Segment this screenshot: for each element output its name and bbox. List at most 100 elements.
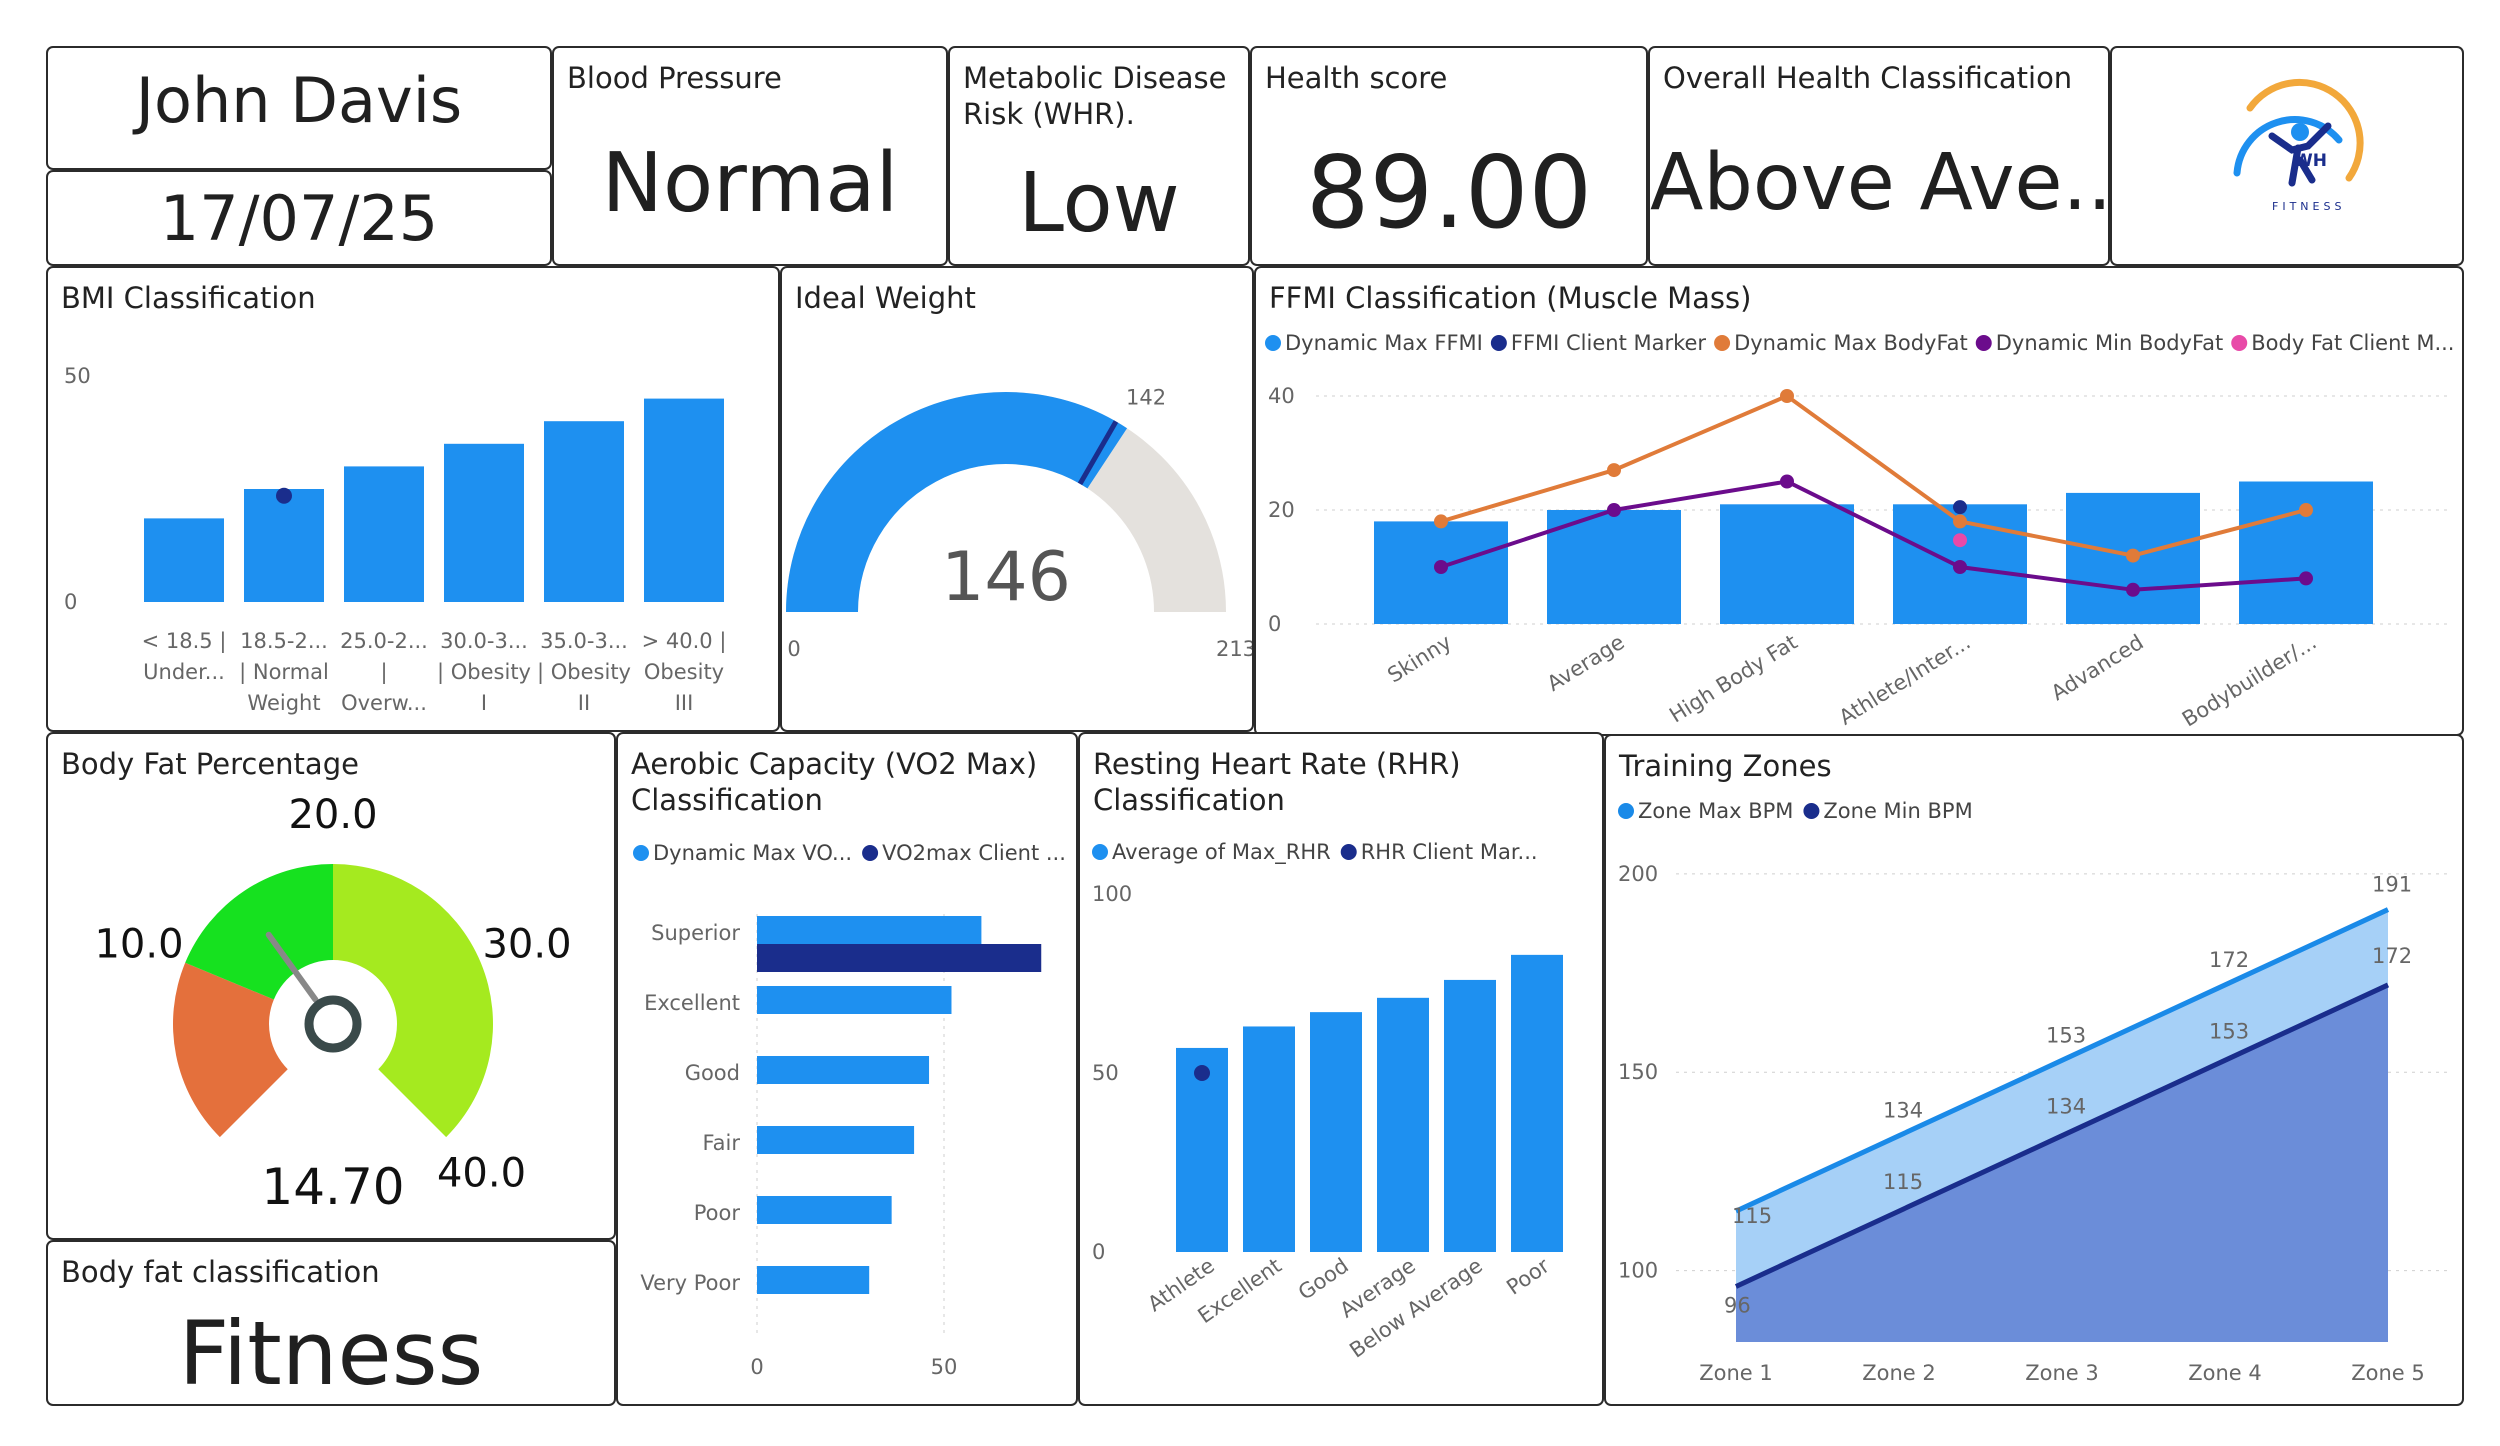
ffmi-ytick-40: 40 — [1268, 384, 1295, 408]
blood-pressure-value: Normal — [601, 136, 899, 231]
ffmi-line-dynamic-min-bodyfat — [1440, 479, 2307, 592]
legend-marker-average-of-max-rhr — [1092, 844, 1108, 860]
legend-label-ffmi-client-marker: FFMI Client Marker — [1511, 331, 1707, 355]
legend-marker-dynamic-max-bodyfat — [1714, 335, 1731, 351]
zones-ytick-200: 200 — [1618, 862, 1658, 886]
ffmi-xlabel-advanced: Advanced — [2047, 630, 2148, 705]
ffmi-point-dynamic-max-bodyfat-5 — [2299, 503, 2313, 517]
body-fat-gauge: 10.0 20.0 30.0 40.0 14.70 — [94, 792, 571, 1216]
body-fat-card: Body Fat Percentage 10.0 20.0 30.0 40.0 14.7… — [46, 732, 616, 1240]
zones-max-label-2: 153 — [2046, 1023, 2086, 1047]
legend-marker-zone-max-bpm — [1618, 803, 1634, 819]
ffmi-bar-average — [1547, 510, 1681, 624]
bmi-xlabel-0: < 18.5 | — [142, 629, 227, 654]
ffmi-bodyfat-client-marker — [1953, 533, 1967, 548]
legend-label-average-of-max-rhr: Average of Max_RHR — [1112, 840, 1331, 865]
bmi-client-marker — [276, 487, 292, 504]
bmi-xlabel-2: | — [380, 660, 387, 685]
zones-xlabel-zone-5: Zone 5 — [2351, 1361, 2425, 1385]
ffmi-title: FFMI Classification (Muscle Mass) — [1269, 281, 1752, 315]
body-fat-class-card: Body fat classification Fitness — [46, 1240, 616, 1406]
zones-min-label-2: 134 — [2046, 1095, 2086, 1119]
vo2-title-line2: Classification — [631, 783, 823, 818]
training-zones-card: Training Zones Zone Max BPM Zone Min BPM 1… — [1604, 734, 2464, 1406]
logo-head — [2291, 123, 2309, 141]
health-score-value: 89.00 — [1305, 134, 1593, 251]
ffmi-point-dynamic-max-bodyfat-3 — [1953, 514, 1967, 529]
body-fat-band-1 — [185, 864, 333, 1000]
body-fat-class-value: Fitness — [178, 1302, 484, 1405]
body-fat-scale-30-0: 30.0 — [482, 922, 571, 968]
vo2-xtick-50: 50 — [931, 1355, 958, 1379]
ideal-weight-title: Ideal Weight — [795, 281, 976, 315]
rhr-title-line2: Classification — [1093, 783, 1285, 818]
ffmi-chart: Dynamic Max FFMI FFMI Client Marker Dynami… — [1265, 331, 2454, 731]
ideal-gauge-target — [1077, 420, 1119, 486]
health-score-title: Health score — [1265, 61, 1448, 95]
legend-marker-dynamic-max-vo — [633, 845, 649, 861]
vo2-ylabel-poor: Poor — [694, 1201, 741, 1225]
zones-max-label-3: 172 — [2209, 948, 2249, 972]
legend-marker-dynamic-max-ffmi — [1265, 335, 1281, 351]
bmi-xlabel-1: | Normal — [239, 660, 329, 685]
vo2-ylabel-excellent: Excellent — [644, 991, 740, 1015]
legend-marker-dynamic-min-bodyfat — [1975, 335, 1992, 351]
metabolic-risk-card: Metabolic Disease Risk (WHR). Low — [948, 46, 1250, 266]
ffmi-xlabel-athlete-inter: Athlete/Inter... — [1835, 630, 1975, 730]
vo2-ylabel-fair: Fair — [703, 1131, 741, 1155]
zones-max-label-4: 191 — [2372, 873, 2412, 897]
legend-label-zone-max-bpm: Zone Max BPM — [1638, 799, 1793, 823]
legend-marker-vo2max-client — [862, 845, 879, 861]
ffmi-point-dynamic-max-bodyfat-2 — [1780, 389, 1794, 403]
blood-pressure-title: Blood Pressure — [567, 61, 782, 95]
vo2-ylabel-very-poor: Very Poor — [640, 1271, 740, 1295]
vo2-xtick-0: 0 — [750, 1355, 763, 1379]
metabolic-risk-title: Metabolic Disease Risk (WHR). — [963, 61, 1227, 132]
rhr-xlabel-poor: Poor — [1502, 1253, 1554, 1299]
ideal-weight-card: Ideal Weight 142 146 0 213 — [780, 266, 1254, 732]
vo2-bar-superior — [757, 916, 982, 944]
ffmi-point-dynamic-min-bodyfat-5 — [2299, 571, 2313, 586]
training-zones-chart: Zone Max BPM Zone Min BPM 100 150 200 115 134 1… — [1618, 799, 2452, 1385]
ffmi-point-dynamic-min-bodyfat-4 — [2126, 582, 2140, 597]
vo2-client-bar — [757, 944, 1042, 972]
rhr-title: Resting Heart Rate (RHR) Classification — [1093, 746, 1461, 819]
bmi-xlabel-3: | Obesity — [437, 660, 531, 685]
vo2-bar-excellent — [757, 986, 952, 1014]
legend-marker-zone-min-bpm — [1803, 803, 1820, 819]
rhr-chart: Average of Max_RHR RHR Client Mar... 0 50 10… — [1092, 840, 1563, 1363]
zones-min-line — [1734, 982, 2390, 1289]
client-name-card: John Davis — [46, 46, 552, 170]
zones-min-label-1: 115 — [1883, 1170, 1923, 1194]
legend-label-dynamic-max-bodyfat: Dynamic Max BodyFat — [1734, 331, 1968, 355]
vo2-bar-good — [757, 1056, 930, 1084]
body-fat-value: 14.70 — [261, 1158, 404, 1216]
zones-max-label-0: 115 — [1732, 1204, 1772, 1228]
bmi-bar-0 — [144, 518, 224, 602]
date-card: 17/07/25 — [46, 170, 552, 266]
ideal-target-label: 142 — [1126, 386, 1166, 410]
training-zones-title: Training Zones — [1619, 749, 1832, 783]
overall-health-card: Overall Health Classification Above Ave.… — [1648, 46, 2110, 266]
logo-text: WH — [2294, 151, 2327, 171]
rhr-card: Resting Heart Rate (RHR) Classification … — [1078, 732, 1604, 1406]
legend-label-dynamic-min-bodyfat: Dynamic Min BodyFat — [1996, 331, 2224, 355]
ffmi-ytick-20: 20 — [1268, 498, 1295, 522]
vo2-bar-poor — [757, 1196, 892, 1224]
rhr-ytick-0: 0 — [1092, 1240, 1105, 1264]
ffmi-bar-high-body-fat — [1720, 504, 1854, 624]
bmi-xlabel-5: Obesity — [644, 660, 724, 684]
bmi-bar-4 — [544, 421, 624, 602]
ideal-max-label: 213 — [1216, 637, 1254, 661]
bmi-title: BMI Classification — [61, 281, 316, 315]
blood-pressure-card: Blood Pressure Normal — [552, 46, 948, 266]
ffmi-point-dynamic-max-bodyfat-0 — [1434, 514, 1448, 529]
bmi-xlabel-5: III — [675, 691, 694, 715]
logo-card: WH FITNESS — [2110, 46, 2464, 266]
legend-marker-body-fat-client-m — [2231, 335, 2248, 351]
zones-xlabel-zone-3: Zone 3 — [2025, 1361, 2099, 1385]
report-date: 17/07/25 — [159, 182, 439, 255]
bmi-xlabel-4: | Obesity — [537, 660, 631, 685]
zones-ytick-100: 100 — [1618, 1259, 1658, 1283]
ffmi-xlabel-skinny: Skinny — [1383, 630, 1455, 688]
